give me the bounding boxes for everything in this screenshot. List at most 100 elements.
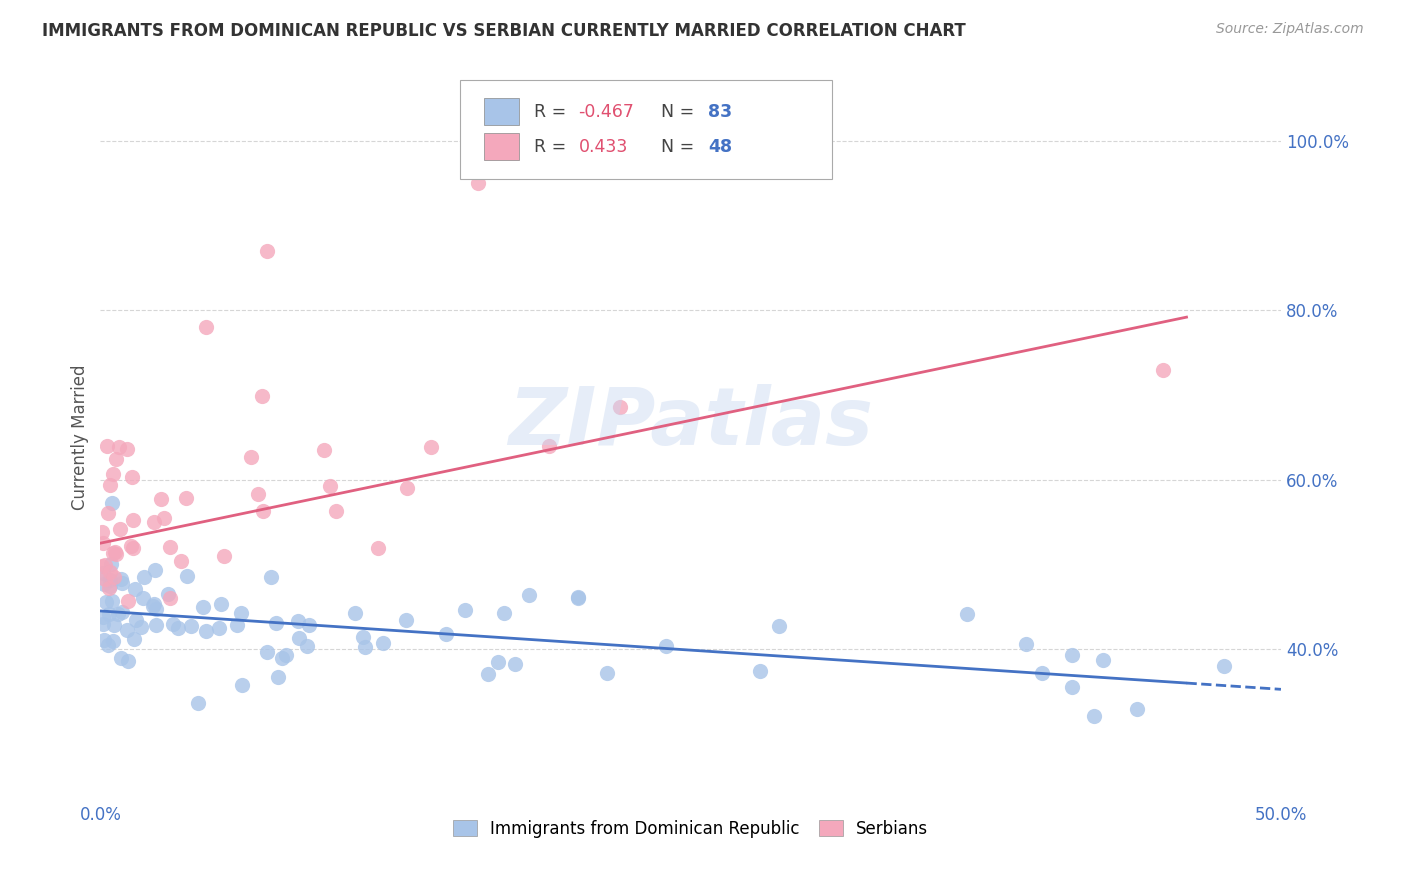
Point xyxy=(96,595,118,609)
Text: 83: 83 xyxy=(709,103,733,120)
Point xyxy=(108,440,131,454)
Point xyxy=(122,541,145,555)
Point xyxy=(260,570,283,584)
FancyBboxPatch shape xyxy=(484,133,519,161)
Point xyxy=(256,645,278,659)
Point xyxy=(295,639,318,653)
Point xyxy=(195,320,218,334)
Point xyxy=(103,570,125,584)
Point xyxy=(91,617,114,632)
Point xyxy=(120,539,142,553)
Point xyxy=(176,568,198,582)
Point xyxy=(596,665,619,680)
Point xyxy=(517,588,540,602)
Point xyxy=(94,558,117,572)
Point xyxy=(486,655,509,669)
Point xyxy=(1015,637,1038,651)
Point xyxy=(98,477,121,491)
Point xyxy=(91,566,114,581)
Point xyxy=(250,389,273,403)
Point xyxy=(98,579,121,593)
Point xyxy=(467,176,489,190)
Point xyxy=(162,617,184,632)
Point xyxy=(367,541,389,555)
Point xyxy=(247,487,270,501)
Text: -0.467: -0.467 xyxy=(578,103,634,120)
Point xyxy=(191,599,214,614)
Point xyxy=(117,594,139,608)
Point xyxy=(91,535,114,549)
Point xyxy=(129,620,152,634)
Point xyxy=(117,654,139,668)
Text: 0.433: 0.433 xyxy=(578,137,628,155)
Point xyxy=(104,547,127,561)
Point xyxy=(1092,653,1115,667)
Point xyxy=(97,507,120,521)
Point xyxy=(395,613,418,627)
Point xyxy=(231,678,253,692)
Point xyxy=(97,638,120,652)
Point xyxy=(104,544,127,558)
Point xyxy=(101,546,124,560)
Point xyxy=(132,591,155,605)
Point xyxy=(97,581,120,595)
Point xyxy=(125,613,148,627)
Point xyxy=(225,618,247,632)
Point xyxy=(108,522,131,536)
Point xyxy=(434,627,457,641)
Point xyxy=(325,503,347,517)
Point xyxy=(169,554,191,568)
Point xyxy=(111,605,134,619)
Point xyxy=(229,607,252,621)
Text: N =: N = xyxy=(661,137,700,155)
Point xyxy=(110,651,132,665)
Point xyxy=(145,602,167,616)
Point xyxy=(344,606,367,620)
Point xyxy=(270,650,292,665)
Point xyxy=(264,616,287,631)
Text: R =: R = xyxy=(534,137,571,155)
Point xyxy=(419,440,441,454)
Point xyxy=(212,549,235,563)
Text: R =: R = xyxy=(534,103,571,120)
Point xyxy=(100,557,122,571)
Point xyxy=(115,442,138,457)
Point xyxy=(187,696,209,710)
Point xyxy=(655,639,678,653)
Point xyxy=(107,607,129,621)
Point xyxy=(503,657,526,672)
Point xyxy=(143,563,166,577)
Point xyxy=(167,621,190,635)
Point xyxy=(209,598,232,612)
Point xyxy=(314,443,336,458)
Text: ZIPatlas: ZIPatlas xyxy=(508,384,873,462)
Point xyxy=(98,607,121,621)
Point xyxy=(122,632,145,646)
Point xyxy=(537,439,560,453)
Text: Source: ZipAtlas.com: Source: ZipAtlas.com xyxy=(1216,22,1364,37)
Point xyxy=(352,630,374,644)
Point xyxy=(93,577,115,591)
Point xyxy=(768,619,790,633)
Point xyxy=(93,633,115,648)
Point xyxy=(101,496,124,510)
Point xyxy=(567,591,589,605)
FancyBboxPatch shape xyxy=(484,98,519,126)
Point xyxy=(371,636,394,650)
Text: 48: 48 xyxy=(709,137,733,155)
Point xyxy=(609,400,631,414)
Point xyxy=(142,599,165,614)
Point xyxy=(110,572,132,586)
Point xyxy=(1083,709,1105,723)
Point xyxy=(159,591,181,605)
Point xyxy=(267,670,290,684)
Point xyxy=(159,540,181,554)
Point xyxy=(145,617,167,632)
Point xyxy=(111,576,134,591)
Point xyxy=(104,452,127,467)
Point xyxy=(174,491,197,505)
Point xyxy=(124,582,146,597)
Text: N =: N = xyxy=(661,103,700,120)
Y-axis label: Currently Married: Currently Married xyxy=(72,365,89,510)
Point xyxy=(150,491,173,506)
